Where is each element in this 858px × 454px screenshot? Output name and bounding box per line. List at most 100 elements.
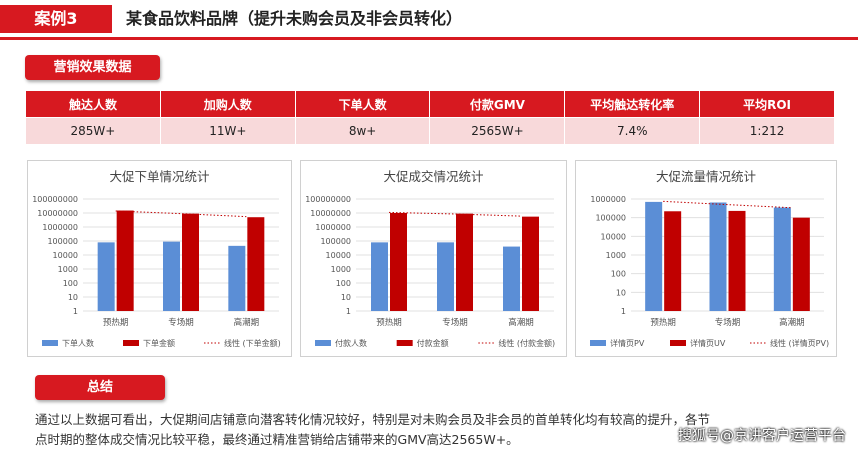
slide-title: 某食品饮料品牌（提升未购会员及非会员转化） bbox=[126, 9, 463, 28]
bar bbox=[664, 211, 682, 311]
legend-label: 线性 (详情页PV) bbox=[770, 338, 829, 348]
y-tick-label: 10 bbox=[341, 293, 351, 302]
x-tick-label: 预热期 bbox=[376, 317, 402, 328]
table-cell: 11W+ bbox=[159, 117, 296, 145]
summary-line: 点时期的整体成交情况比较平稳，最终通过精准营销给店铺带来的GMV高达2565W+… bbox=[35, 432, 519, 447]
y-tick-label: 1 bbox=[346, 307, 351, 316]
summary-line: 通过以上数据可看出，大促期间店铺意向潜客转化情况较好，特别是对未购会员及非会员的… bbox=[35, 412, 711, 427]
legend-label: 付款金额 bbox=[417, 338, 449, 348]
y-tick-label: 100000000 bbox=[32, 195, 78, 204]
legend-label: 详情页PV bbox=[610, 338, 645, 348]
legend-swatch bbox=[123, 340, 139, 346]
bar bbox=[522, 216, 539, 311]
column-header: 加购人数 bbox=[159, 90, 296, 118]
bar bbox=[503, 246, 520, 311]
bar bbox=[97, 242, 115, 311]
y-tick-label: 10000 bbox=[326, 251, 351, 260]
x-tick-label: 高潮期 bbox=[508, 317, 534, 328]
y-tick-label: 1 bbox=[621, 307, 626, 316]
table-cell: 7.4% bbox=[564, 117, 701, 145]
legend-swatch bbox=[315, 340, 331, 346]
chart-title: 大促成交情况统计 bbox=[383, 169, 483, 184]
y-tick-label: 100 bbox=[336, 279, 351, 288]
chart-title: 大促流量情况统计 bbox=[656, 169, 756, 184]
y-tick-label: 10000 bbox=[601, 232, 626, 241]
bar bbox=[371, 242, 388, 311]
metrics-table: 触达人数 加购人数 下单人数 付款GMV 平均触达转化率 平均ROI 285W+ 11W+ 8… bbox=[25, 90, 835, 145]
table-cell: 2565W+ bbox=[429, 117, 566, 145]
y-tick-label: 100 bbox=[611, 270, 626, 279]
x-tick-label: 专场期 bbox=[168, 317, 194, 328]
chart: 大促流量情况统计 1 10 100 1000 10000 100000 1000000 预热期 专… bbox=[575, 160, 837, 357]
table-cell: 8w+ bbox=[294, 117, 431, 145]
bar bbox=[437, 242, 454, 311]
x-tick-label: 高潮期 bbox=[234, 317, 260, 328]
legend-swatch bbox=[590, 340, 606, 346]
column-header: 付款GMV bbox=[429, 90, 566, 118]
y-tick-label: 1000 bbox=[58, 265, 78, 274]
y-tick-label: 100000 bbox=[595, 214, 626, 223]
section-badge: 营销效果数据 bbox=[25, 55, 160, 80]
summary-badge: 总结 bbox=[35, 375, 165, 400]
title-rule bbox=[0, 37, 858, 40]
bar bbox=[728, 210, 746, 311]
chart-title: 大促下单情况统计 bbox=[109, 169, 209, 184]
table-cell: 285W+ bbox=[25, 117, 161, 145]
table-cell: 1:212 bbox=[699, 117, 835, 145]
bar bbox=[792, 217, 810, 311]
chart: 大促下单情况统计 1 10 100 1000 10000 100000 1000000 1000… bbox=[27, 160, 292, 357]
bar bbox=[390, 213, 407, 311]
chart: 大促成交情况统计 1 10 100 1000 10000 100000 1000000 1000… bbox=[300, 160, 567, 357]
table-header: 触达人数 加购人数 下单人数 付款GMV 平均触达转化率 平均ROI bbox=[25, 90, 835, 118]
y-tick-label: 10000000 bbox=[310, 209, 351, 218]
y-tick-label: 10000000 bbox=[37, 209, 78, 218]
legend-label: 线性 (下单金额) bbox=[224, 338, 281, 348]
y-tick-label: 1000000 bbox=[42, 223, 78, 232]
trend-line bbox=[663, 200, 792, 209]
x-tick-label: 高潮期 bbox=[779, 317, 805, 328]
x-tick-label: 专场期 bbox=[442, 317, 468, 328]
legend-swatch bbox=[670, 340, 686, 346]
y-tick-label: 100000 bbox=[320, 237, 351, 246]
legend-label: 下单金额 bbox=[143, 338, 175, 348]
bar bbox=[116, 210, 134, 311]
y-tick-label: 100 bbox=[63, 279, 78, 288]
legend-label: 付款人数 bbox=[335, 338, 367, 348]
legend-label: 线性 (付款金额) bbox=[498, 338, 555, 348]
bar bbox=[163, 241, 180, 311]
table-row: 285W+ 11W+ 8w+ 2565W+ 7.4% 1:212 bbox=[25, 117, 835, 145]
y-tick-label: 1000000 bbox=[315, 223, 351, 232]
y-tick-label: 1 bbox=[73, 307, 78, 316]
legend-label: 下单人数 bbox=[62, 338, 94, 348]
y-tick-label: 1000 bbox=[606, 251, 626, 260]
bar bbox=[456, 213, 473, 311]
x-tick-label: 预热期 bbox=[650, 317, 676, 328]
bar bbox=[228, 245, 246, 311]
bar bbox=[247, 217, 265, 311]
column-header: 触达人数 bbox=[25, 90, 161, 118]
legend-swatch bbox=[42, 340, 58, 346]
watermark: 搜狐号@京讲客户运营平台 bbox=[678, 428, 846, 444]
y-tick-label: 1000 bbox=[331, 265, 351, 274]
case-tag: 案例3 bbox=[0, 5, 112, 33]
bar bbox=[182, 213, 199, 311]
bar bbox=[773, 207, 791, 311]
legend-swatch bbox=[396, 340, 413, 346]
bar bbox=[709, 202, 727, 311]
y-tick-label: 10 bbox=[68, 293, 78, 302]
trend-line bbox=[388, 211, 522, 217]
column-header: 平均ROI bbox=[699, 90, 835, 118]
y-tick-label: 10000 bbox=[53, 251, 78, 260]
column-header: 下单人数 bbox=[294, 90, 431, 118]
legend-label: 详情页UV bbox=[690, 338, 726, 348]
trend-line bbox=[115, 210, 247, 218]
column-header: 平均触达转化率 bbox=[564, 90, 701, 118]
y-tick-label: 1000000 bbox=[590, 195, 626, 204]
x-tick-label: 专场期 bbox=[715, 317, 741, 328]
y-tick-label: 100000000 bbox=[305, 195, 351, 204]
y-tick-label: 100000 bbox=[47, 237, 78, 246]
bar bbox=[645, 201, 663, 311]
x-tick-label: 预热期 bbox=[103, 317, 129, 328]
y-tick-label: 10 bbox=[616, 288, 626, 297]
